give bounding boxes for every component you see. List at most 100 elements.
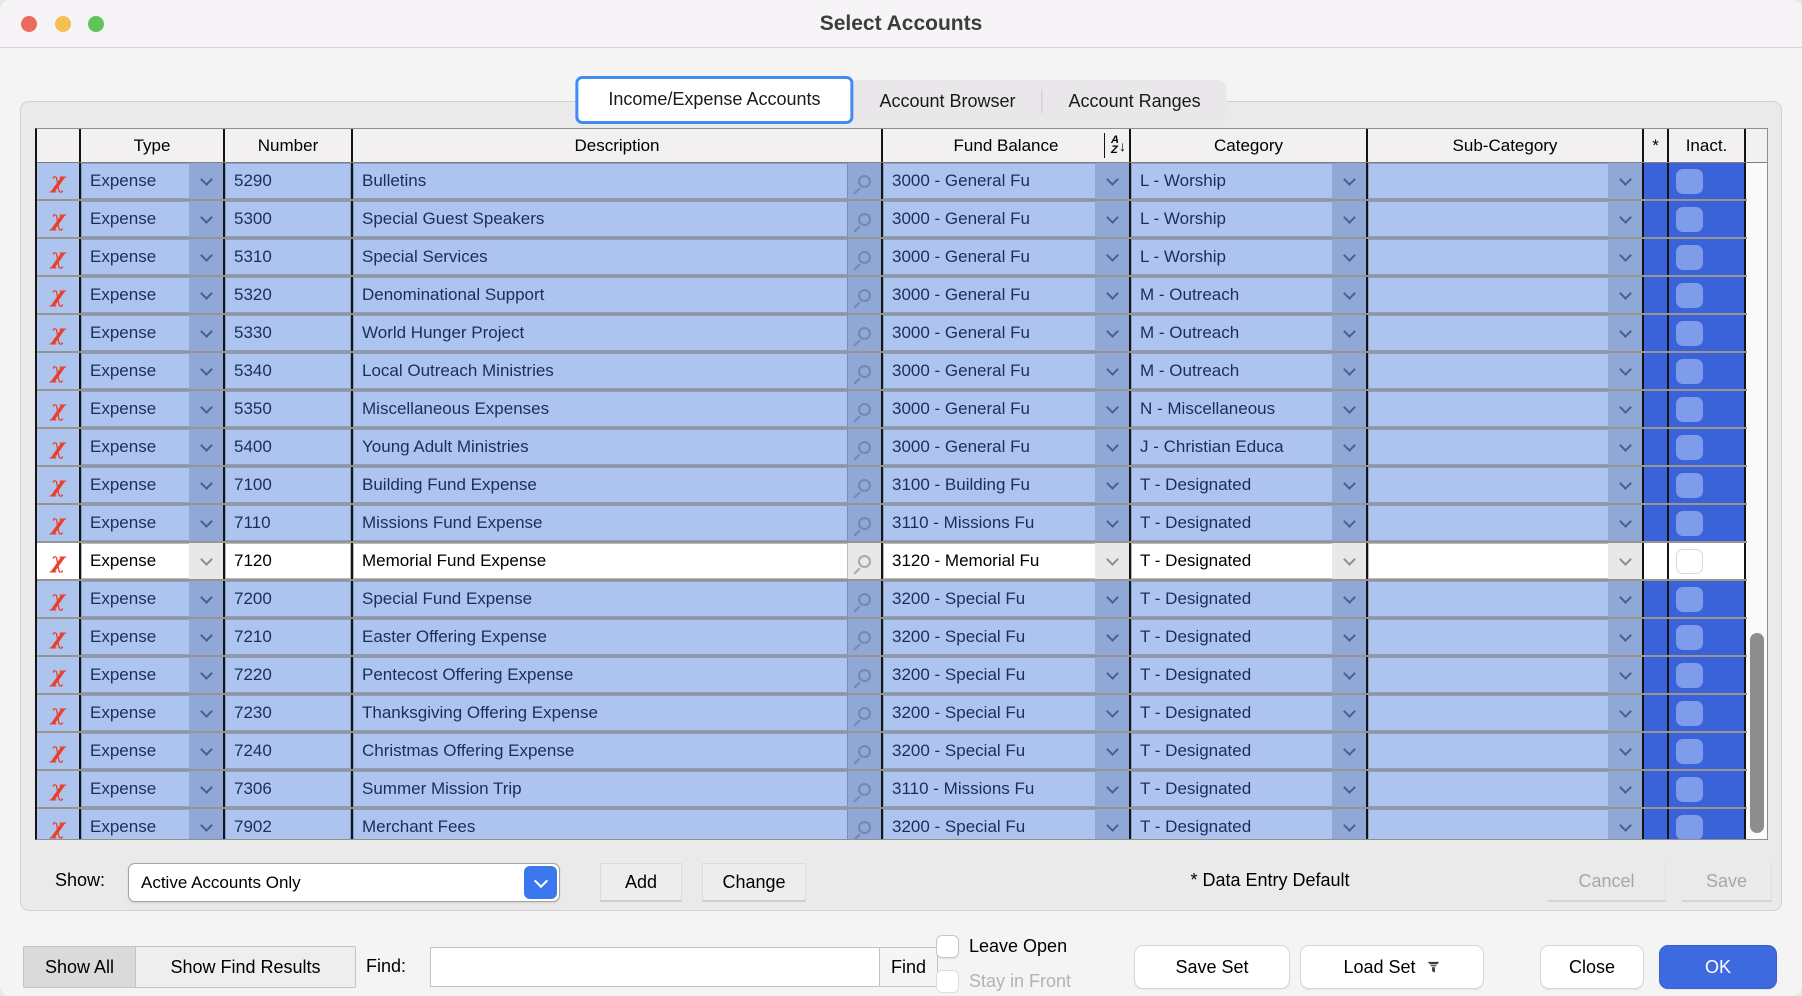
dropdown-button[interactable] — [189, 277, 223, 313]
dropdown-button[interactable] — [1332, 809, 1366, 839]
description-field[interactable]: Special Guest Speakers — [353, 201, 881, 237]
data-entry-default-cell[interactable] — [1644, 353, 1669, 389]
inactive-checkbox[interactable] — [1676, 282, 1703, 308]
dropdown-button[interactable] — [524, 866, 557, 899]
dropdown-button[interactable] — [1095, 353, 1129, 389]
fund-balance-dropdown[interactable]: 3200 - Special Fu — [883, 733, 1129, 769]
description-field[interactable]: Young Adult Ministries — [353, 429, 881, 465]
lookup-button[interactable] — [847, 733, 881, 769]
leave-open-checkbox[interactable] — [936, 935, 959, 958]
data-entry-default-cell[interactable] — [1644, 809, 1669, 839]
account-type-dropdown[interactable]: Expense — [81, 391, 223, 427]
dropdown-button[interactable] — [189, 391, 223, 427]
dropdown-button[interactable] — [189, 809, 223, 839]
dropdown-button[interactable] — [1095, 543, 1129, 579]
category-dropdown[interactable]: L - Worship — [1131, 239, 1366, 275]
inactive-checkbox[interactable] — [1676, 586, 1703, 612]
subcategory-dropdown[interactable] — [1368, 619, 1642, 655]
data-entry-default-cell[interactable] — [1644, 201, 1669, 237]
description-field[interactable]: Pentecost Offering Expense — [353, 657, 881, 693]
dropdown-button[interactable] — [1608, 239, 1642, 275]
inactive-checkbox[interactable] — [1676, 776, 1703, 802]
dropdown-button[interactable] — [1095, 239, 1129, 275]
data-entry-default-cell[interactable] — [1644, 163, 1669, 199]
account-type-dropdown[interactable]: Expense — [81, 277, 223, 313]
change-button[interactable]: Change — [702, 863, 806, 902]
dropdown-button[interactable] — [1332, 353, 1366, 389]
account-number-field[interactable]: 5400 — [225, 429, 351, 465]
subcategory-dropdown[interactable] — [1368, 543, 1642, 579]
lookup-button[interactable] — [847, 695, 881, 731]
data-entry-default-cell[interactable] — [1644, 581, 1669, 617]
account-type-dropdown[interactable]: Expense — [81, 429, 223, 465]
category-dropdown[interactable]: T - Designated — [1131, 467, 1366, 503]
dropdown-button[interactable] — [1608, 733, 1642, 769]
dropdown-button[interactable] — [1332, 581, 1366, 617]
description-field[interactable]: Merchant Fees — [353, 809, 881, 839]
account-type-dropdown[interactable]: Expense — [81, 505, 223, 541]
data-entry-default-cell[interactable] — [1644, 733, 1669, 769]
delete-row-icon[interactable]: χ — [50, 168, 66, 194]
delete-row-icon[interactable]: χ — [50, 624, 66, 650]
account-number-field[interactable]: 5350 — [225, 391, 351, 427]
dropdown-button[interactable] — [189, 771, 223, 807]
category-dropdown[interactable]: M - Outreach — [1131, 315, 1366, 351]
scrollbar-thumb[interactable] — [1750, 633, 1764, 833]
dropdown-button[interactable] — [1608, 543, 1642, 579]
dropdown-button[interactable] — [1095, 505, 1129, 541]
dropdown-button[interactable] — [189, 353, 223, 389]
tab-income-expense-accounts[interactable]: Income/Expense Accounts — [575, 75, 854, 124]
subcategory-dropdown[interactable] — [1368, 505, 1642, 541]
delete-row-icon[interactable]: χ — [50, 776, 66, 802]
dropdown-button[interactable] — [189, 733, 223, 769]
show-filter-dropdown[interactable]: Active Accounts Only — [128, 863, 560, 902]
subcategory-dropdown[interactable] — [1368, 391, 1642, 427]
dropdown-button[interactable] — [1332, 315, 1366, 351]
stay-in-front-checkbox[interactable] — [936, 970, 959, 993]
dropdown-button[interactable] — [1332, 505, 1366, 541]
account-number-field[interactable]: 5310 — [225, 239, 351, 275]
delete-row-icon[interactable]: χ — [50, 586, 66, 612]
account-type-dropdown[interactable]: Expense — [81, 733, 223, 769]
inactive-checkbox[interactable] — [1676, 624, 1703, 650]
delete-row-icon[interactable]: χ — [50, 244, 66, 270]
inactive-checkbox[interactable] — [1676, 814, 1703, 839]
dropdown-button[interactable] — [1095, 657, 1129, 693]
account-type-dropdown[interactable]: Expense — [81, 619, 223, 655]
fund-balance-dropdown[interactable]: 3000 - General Fu — [883, 277, 1129, 313]
delete-row-icon[interactable]: χ — [50, 662, 66, 688]
category-dropdown[interactable]: N - Miscellaneous — [1131, 391, 1366, 427]
account-type-dropdown[interactable]: Expense — [81, 201, 223, 237]
fund-balance-dropdown[interactable]: 3000 - General Fu — [883, 239, 1129, 275]
category-dropdown[interactable]: M - Outreach — [1131, 277, 1366, 313]
column-header-subcategory[interactable]: Sub-Category — [1368, 129, 1644, 162]
fund-balance-dropdown[interactable]: 3120 - Memorial Fu — [883, 543, 1129, 579]
description-field[interactable]: Local Outreach Ministries — [353, 353, 881, 389]
data-entry-default-cell[interactable] — [1644, 505, 1669, 541]
dropdown-button[interactable] — [189, 239, 223, 275]
lookup-button[interactable] — [847, 163, 881, 199]
subcategory-dropdown[interactable] — [1368, 315, 1642, 351]
delete-row-icon[interactable]: χ — [50, 548, 66, 574]
dropdown-button[interactable] — [1095, 391, 1129, 427]
description-field[interactable]: World Hunger Project — [353, 315, 881, 351]
dropdown-button[interactable] — [1332, 429, 1366, 465]
dropdown-button[interactable] — [1608, 695, 1642, 731]
data-entry-default-cell[interactable] — [1644, 315, 1669, 351]
account-type-dropdown[interactable]: Expense — [81, 315, 223, 351]
dropdown-button[interactable] — [189, 429, 223, 465]
lookup-button[interactable] — [847, 657, 881, 693]
delete-row-icon[interactable]: χ — [50, 434, 66, 460]
inactive-checkbox[interactable] — [1676, 434, 1703, 460]
data-entry-default-cell[interactable] — [1644, 543, 1669, 579]
fund-balance-dropdown[interactable]: 3200 - Special Fu — [883, 657, 1129, 693]
dropdown-button[interactable] — [1332, 277, 1366, 313]
inactive-checkbox[interactable] — [1676, 396, 1703, 422]
fund-balance-dropdown[interactable]: 3200 - Special Fu — [883, 619, 1129, 655]
account-number-field[interactable]: 7100 — [225, 467, 351, 503]
subcategory-dropdown[interactable] — [1368, 695, 1642, 731]
dropdown-button[interactable] — [1095, 429, 1129, 465]
delete-row-icon[interactable]: χ — [50, 396, 66, 422]
dropdown-button[interactable] — [1608, 315, 1642, 351]
